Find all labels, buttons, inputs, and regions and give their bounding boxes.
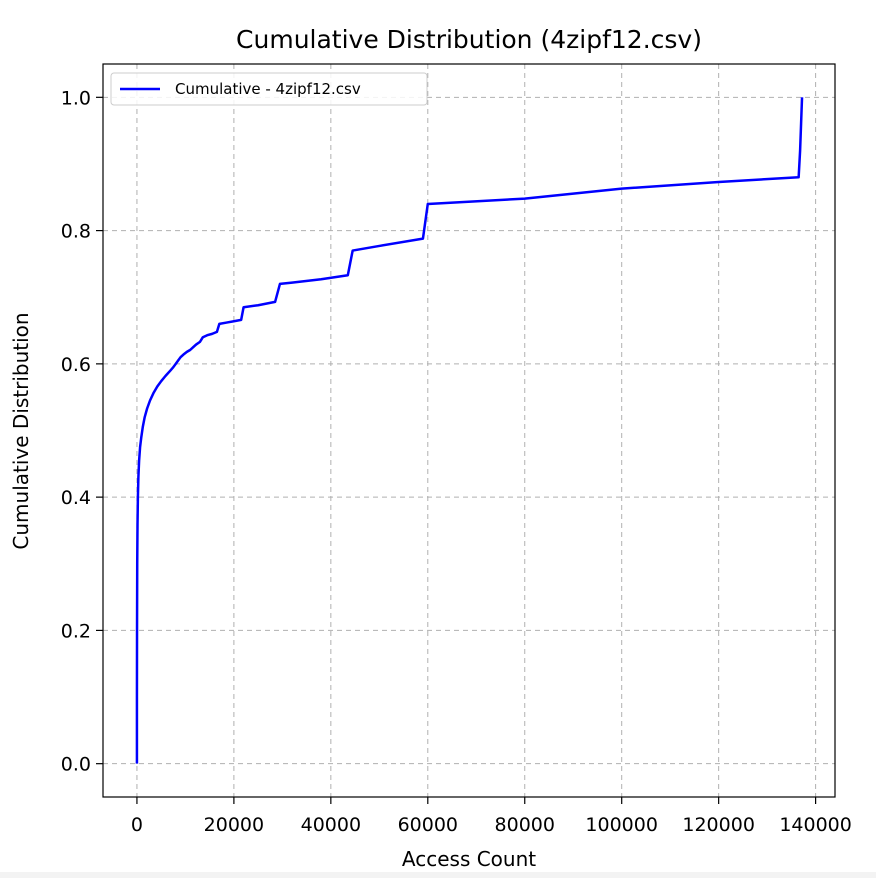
- y-tick-label: 0.0: [61, 754, 91, 776]
- series-lines: [135, 97, 804, 764]
- y-tick-label: 0.8: [61, 221, 91, 243]
- x-tick-label: 140000: [779, 814, 852, 836]
- bottom-bar: [0, 872, 876, 878]
- y-tick-label: 0.4: [61, 487, 91, 509]
- y-tick-label: 0.6: [61, 354, 91, 376]
- legend: Cumulative - 4zipf12.csv: [110, 72, 428, 106]
- grid-lines: [103, 64, 835, 797]
- x-tick-label: 0: [131, 814, 143, 836]
- x-tick-label: 60000: [398, 814, 458, 836]
- x-tick-label: 120000: [682, 814, 755, 836]
- x-tick-label: 100000: [585, 814, 658, 836]
- x-axis-label: Access Count: [402, 847, 536, 871]
- series-line-cumulative: [135, 97, 804, 764]
- y-tick-label: 1.0: [61, 87, 91, 109]
- x-tick-label: 80000: [495, 814, 555, 836]
- plot-area: [102, 63, 836, 798]
- legend-box: [110, 72, 428, 106]
- y-tick-label: 0.2: [61, 620, 91, 642]
- y-axis-label: Cumulative Distribution: [9, 312, 33, 549]
- x-tick-label: 40000: [301, 814, 361, 836]
- x-tick-label: 20000: [204, 814, 264, 836]
- legend-label: Cumulative - 4zipf12.csv: [175, 80, 361, 98]
- chart-title: Cumulative Distribution (4zipf12.csv): [236, 25, 702, 54]
- axis-ticks: 0 20000 40000 60000 80000 100000 120000 140000 0…: [61, 87, 852, 836]
